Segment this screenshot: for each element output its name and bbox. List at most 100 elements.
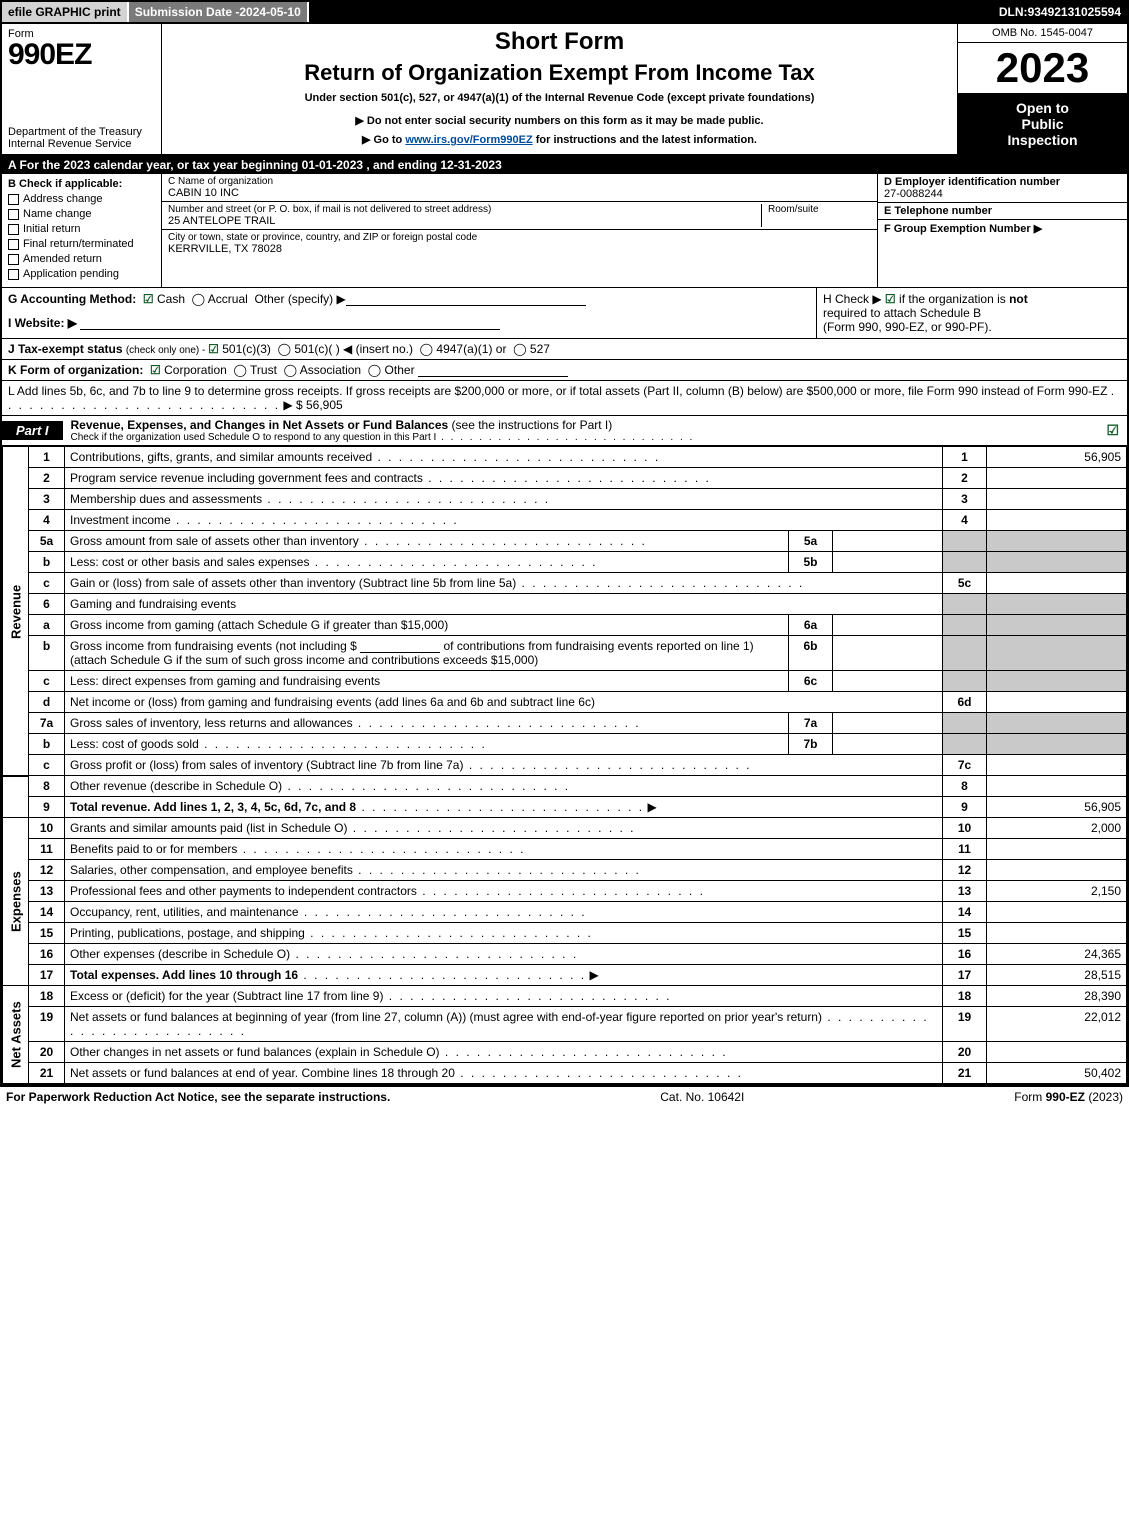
chk-final-return[interactable] [8, 239, 19, 250]
ln6d-d: Net income or (loss) from gaming and fun… [70, 695, 595, 709]
ln8-n: 8 [29, 776, 65, 797]
open-public-inspection: Open to Public Inspection [958, 94, 1127, 154]
chk-cash[interactable]: ☑ [143, 292, 154, 306]
section-H: H Check ▶ ☑ if the organization is not r… [817, 288, 1127, 338]
efile-label[interactable]: efile GRAPHIC print [2, 2, 127, 22]
ln17-n: 17 [29, 965, 65, 986]
k-other-blank[interactable] [418, 365, 568, 377]
g-accounting: G Accounting Method: ☑ Cash ◯ Accrual Ot… [8, 292, 810, 306]
chk-trust[interactable]: ◯ [233, 363, 246, 377]
org-street: 25 ANTELOPE TRAIL [168, 215, 761, 227]
ln6-n: 6 [29, 594, 65, 615]
ln12-n: 12 [29, 860, 65, 881]
chk-name-change[interactable] [8, 209, 19, 220]
footer-left: For Paperwork Reduction Act Notice, see … [6, 1090, 390, 1104]
ln12-c: 12 [943, 860, 987, 881]
e-phone-lbl: E Telephone number [884, 205, 1121, 217]
f-group-lbl: F Group Exemption Number ▶ [884, 222, 1121, 235]
ln20-v [987, 1042, 1127, 1063]
opt-address: Address change [23, 193, 103, 205]
ln11-v [987, 839, 1127, 860]
ln7b-n: b [29, 734, 65, 755]
ln1-d: Contributions, gifts, grants, and simila… [70, 450, 372, 464]
omb-number: OMB No. 1545-0047 [958, 24, 1127, 43]
ln6b-sv [833, 636, 943, 671]
irs-link[interactable]: www.irs.gov/Form990EZ [405, 134, 532, 146]
j-o2: 501(c)( ) ◀ (insert no.) [294, 342, 413, 356]
ln6-d: Gaming and fundraising events [65, 594, 943, 615]
ln14-d: Occupancy, rent, utilities, and maintena… [70, 905, 299, 919]
ln6a-n: a [29, 615, 65, 636]
under-section: Under section 501(c), 527, or 4947(a)(1)… [170, 92, 949, 104]
chk-address-change[interactable] [8, 194, 19, 205]
section-K: K Form of organization: ☑ Corporation ◯ … [2, 360, 1127, 381]
org-city: KERRVILLE, TX 78028 [168, 243, 477, 255]
ln11-c: 11 [943, 839, 987, 860]
dln-lbl: DLN: [999, 5, 1028, 19]
chk-initial-return[interactable] [8, 224, 19, 235]
ln10-d: Grants and similar amounts paid (list in… [70, 821, 347, 835]
ln5c-v [987, 573, 1127, 594]
short-form-title: Short Form [170, 28, 949, 56]
chk-other-org[interactable]: ◯ [368, 363, 381, 377]
footer-right: Form 990-EZ (2023) [1014, 1090, 1123, 1104]
chk-schedule-b[interactable]: ☑ [885, 292, 896, 306]
dln-val: 93492131025594 [1028, 5, 1121, 19]
lines-table: Revenue 1 Contributions, gifts, grants, … [2, 446, 1127, 1084]
chk-corp[interactable]: ☑ [150, 363, 161, 377]
ln18-c: 18 [943, 986, 987, 1007]
ln17-v: 28,515 [987, 965, 1127, 986]
ln5a-sv [833, 531, 943, 552]
ln13-d: Professional fees and other payments to … [70, 884, 417, 898]
ln5b-n: b [29, 552, 65, 573]
ln19-n: 19 [29, 1007, 65, 1042]
website-blank[interactable] [80, 318, 500, 330]
ln3-n: 3 [29, 489, 65, 510]
chk-accrual[interactable]: ◯ [192, 292, 205, 306]
ln19-v: 22,012 [987, 1007, 1127, 1042]
page-footer: For Paperwork Reduction Act Notice, see … [0, 1086, 1129, 1107]
ln10-v: 2,000 [987, 818, 1127, 839]
chk-app-pending[interactable] [8, 269, 19, 280]
goto-pre: ▶ Go to [362, 134, 405, 146]
ln21-v: 50,402 [987, 1063, 1127, 1084]
part-i-title: Revenue, Expenses, and Changes in Net As… [71, 418, 449, 432]
ln7a-sc: 7a [789, 713, 833, 734]
l-text: L Add lines 5b, 6c, and 7b to line 9 to … [8, 384, 1107, 398]
part-i-header: Part I Revenue, Expenses, and Changes in… [2, 416, 1127, 446]
ln8-c: 8 [943, 776, 987, 797]
chk-4947[interactable]: ◯ [420, 342, 433, 356]
chk-assoc[interactable]: ◯ [284, 363, 297, 377]
ln6b-d1: Gross income from fundraising events (no… [70, 639, 357, 653]
ln18-v: 28,390 [987, 986, 1127, 1007]
fr-post: (2023) [1088, 1090, 1123, 1104]
ln6c-n: c [29, 671, 65, 692]
chk-527[interactable]: ◯ [513, 342, 526, 356]
g-other-blank[interactable] [346, 294, 586, 306]
ln19-d: Net assets or fund balances at beginning… [70, 1010, 822, 1024]
part-i-schedule-o-check[interactable]: ☑ [1106, 422, 1127, 439]
ln13-v: 2,150 [987, 881, 1127, 902]
ln6c-d: Less: direct expenses from gaming and fu… [70, 674, 380, 688]
ln7a-n: 7a [29, 713, 65, 734]
d-ein-lbl: D Employer identification number [884, 176, 1121, 188]
opt-name: Name change [23, 208, 92, 220]
k-o2: Trust [250, 363, 277, 377]
ln13-c: 13 [943, 881, 987, 902]
opt-pending: Application pending [23, 268, 119, 280]
ln5b-sv [833, 552, 943, 573]
b-label: B Check if applicable: [8, 178, 155, 190]
ln6d-v [987, 692, 1127, 713]
ln4-c: 4 [943, 510, 987, 531]
ln20-d: Other changes in net assets or fund bala… [70, 1045, 440, 1059]
ln6a-d: Gross income from gaming (attach Schedul… [70, 618, 448, 632]
chk-amended[interactable] [8, 254, 19, 265]
chk-501c[interactable]: ◯ [278, 342, 291, 356]
ln6b-blank[interactable] [360, 641, 440, 653]
ln1-v: 56,905 [987, 447, 1127, 468]
g-lbl: G Accounting Method: [8, 292, 136, 306]
form-number: 990EZ [8, 38, 155, 72]
chk-501c3[interactable]: ☑ [208, 342, 219, 356]
side-net-assets: Net Assets [3, 986, 29, 1084]
form-header: Form 990EZ Department of the Treasury In… [2, 24, 1127, 156]
